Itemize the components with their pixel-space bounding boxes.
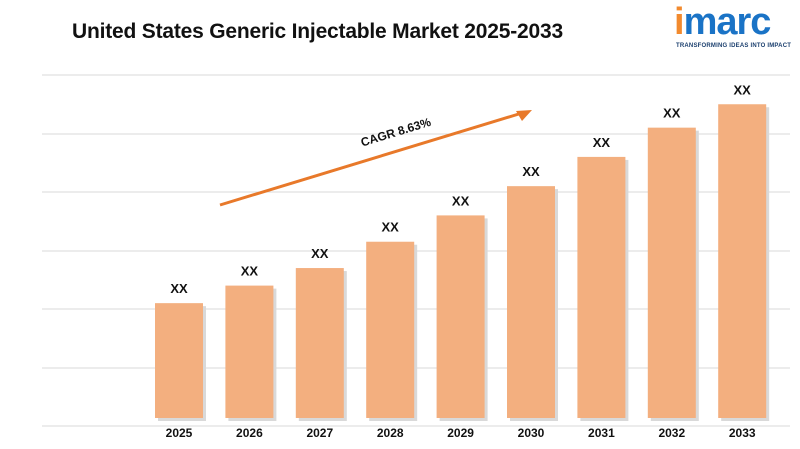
x-tick-label-2030: 2030 (518, 426, 545, 440)
imarc-logo: imarc TRANSFORMING IDEAS INTO IMPACT (670, 1, 794, 52)
logo-tagline: TRANSFORMING IDEAS INTO IMPACT (676, 43, 792, 49)
data-label-2030: XX (522, 164, 540, 179)
logo-wordmark: imarc (674, 1, 771, 43)
bar-2029 (436, 215, 485, 418)
bar-2031 (577, 156, 626, 418)
bar-2033 (718, 104, 767, 418)
data-label-2025: XX (170, 281, 188, 296)
cagr-arrow-line (219, 111, 523, 207)
bar-2032 (647, 127, 696, 419)
x-tick-label-2026: 2026 (236, 426, 263, 440)
x-tick-label-2028: 2028 (377, 426, 404, 440)
bar-2026 (225, 285, 274, 418)
x-tick-label-2029: 2029 (447, 426, 474, 440)
data-label-2029: XX (452, 193, 470, 208)
data-label-2033: XX (734, 82, 752, 97)
data-label-2027: XX (311, 246, 329, 261)
x-tick-label-2032: 2032 (658, 426, 685, 440)
bar-2030 (507, 186, 555, 418)
bar-2028 (366, 241, 415, 418)
bar-2025 (155, 303, 203, 418)
page-title: United States Generic Injectable Market … (72, 20, 563, 43)
data-label-2028: XX (382, 220, 400, 235)
data-label-2032: XX (663, 106, 681, 121)
data-label-2026: XX (241, 264, 259, 279)
x-tick-label-2027: 2027 (306, 426, 333, 440)
x-tick-label-2031: 2031 (588, 426, 615, 440)
data-label-2031: XX (593, 135, 611, 150)
x-tick-label-2025: 2025 (166, 426, 193, 440)
cagr-arrow-head (516, 110, 532, 121)
x-tick-label-2033: 2033 (729, 426, 756, 440)
bar-2027 (295, 268, 344, 418)
